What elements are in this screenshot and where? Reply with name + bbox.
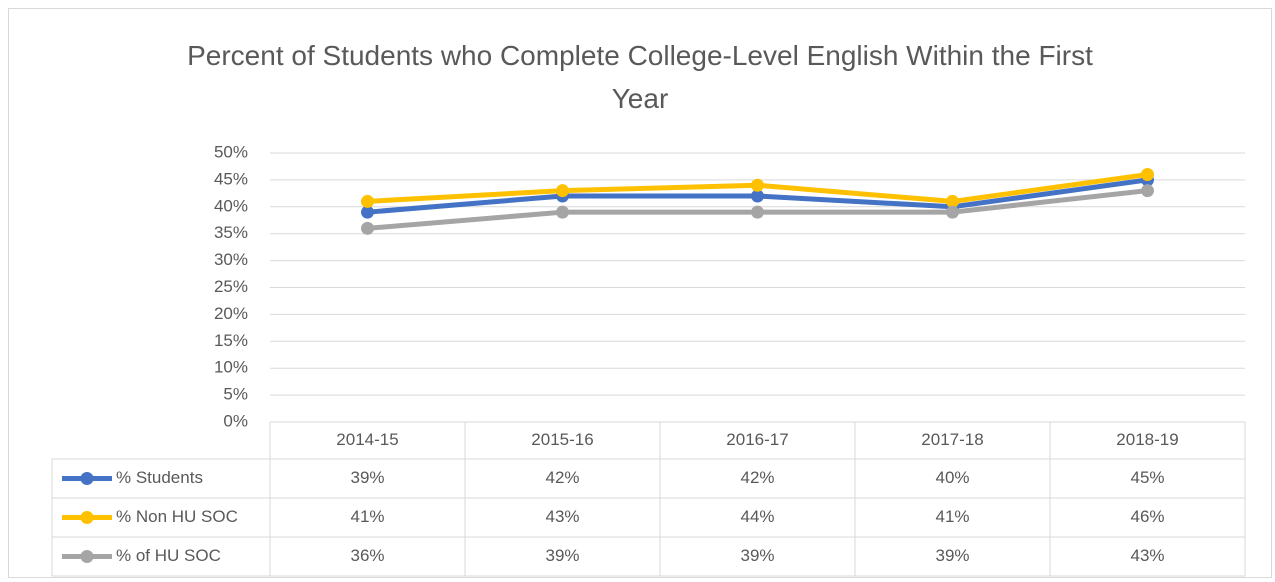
marker — [361, 221, 374, 235]
data-table-cell: 39% — [740, 546, 774, 565]
y-tick-label: 25% — [214, 277, 248, 296]
data-table-cell: 39% — [935, 546, 969, 565]
y-tick-label: 10% — [214, 358, 248, 377]
legend-label: % Students — [116, 468, 203, 487]
marker — [361, 205, 374, 219]
y-tick-label: 35% — [214, 223, 248, 242]
x-tick-label: 2017-18 — [921, 430, 983, 449]
marker — [946, 194, 959, 208]
x-tick-label: 2016-17 — [726, 430, 788, 449]
y-tick-label: 5% — [223, 385, 248, 404]
data-table-cell: 39% — [545, 546, 579, 565]
data-table-cell: 43% — [1130, 546, 1164, 565]
chart-border — [8, 8, 1272, 578]
marker — [1141, 168, 1154, 182]
marker — [751, 189, 764, 203]
x-tick-label: 2014-15 — [336, 430, 398, 449]
x-tick-label: 2018-19 — [1116, 430, 1178, 449]
legend-key-marker — [80, 472, 94, 485]
marker — [556, 184, 569, 198]
marker — [361, 194, 374, 208]
x-tick-label: 2015-16 — [531, 430, 593, 449]
data-table-cell: 42% — [740, 468, 774, 487]
y-tick-label: 50% — [214, 142, 248, 161]
y-tick-label: 0% — [223, 411, 248, 430]
marker — [751, 178, 764, 192]
legend-label: % Non HU SOC — [116, 507, 238, 526]
chart-title: Percent of Students who Complete College… — [187, 40, 1093, 114]
marker — [556, 205, 569, 219]
marker — [946, 205, 959, 219]
data-table-cell: 36% — [350, 546, 384, 565]
y-tick-label: 40% — [214, 196, 248, 215]
data-table-cell: 40% — [935, 468, 969, 487]
legend-key-marker — [80, 511, 94, 524]
y-tick-label: 45% — [214, 169, 248, 188]
y-tick-label: 15% — [214, 331, 248, 350]
data-table-cell: 42% — [545, 468, 579, 487]
data-table-cell: 46% — [1130, 507, 1164, 526]
y-tick-label: 20% — [214, 304, 248, 323]
legend-label: % of HU SOC — [116, 546, 221, 565]
data-table-cell: 41% — [350, 507, 384, 526]
y-tick-label: 30% — [214, 250, 248, 269]
data-table-cell: 45% — [1130, 468, 1164, 487]
marker — [1141, 184, 1154, 198]
data-table-cell: 39% — [350, 468, 384, 487]
data-table-cell: 43% — [545, 507, 579, 526]
marker — [751, 205, 764, 219]
data-table-cell: 44% — [740, 507, 774, 526]
legend-key-marker — [80, 550, 94, 563]
data-table-cell: 41% — [935, 507, 969, 526]
